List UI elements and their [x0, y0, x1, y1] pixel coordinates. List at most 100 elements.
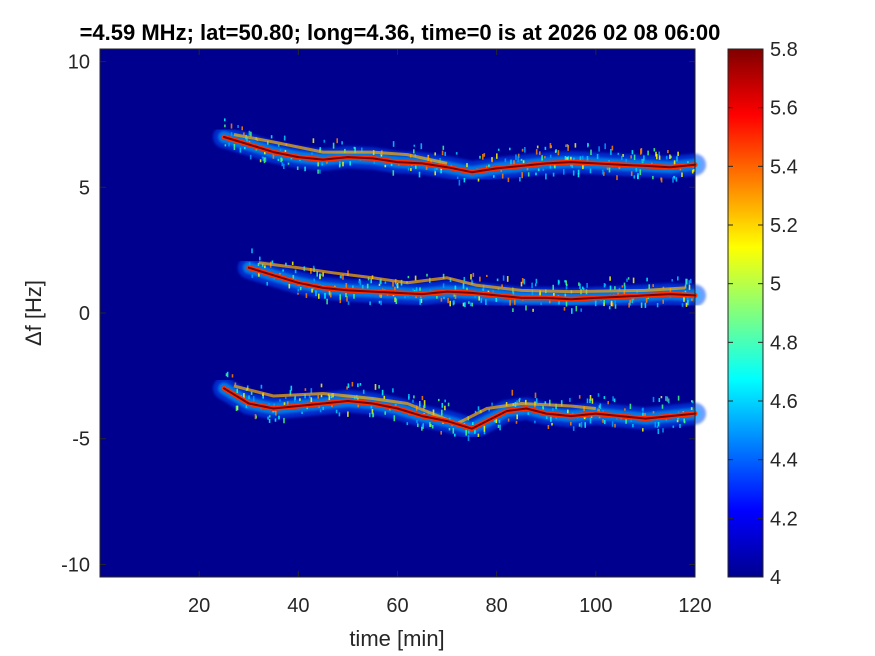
noise-speckle: [458, 179, 461, 186]
noise-speckle: [555, 149, 557, 153]
noise-speckle: [549, 165, 552, 169]
noise-speckle: [320, 394, 323, 398]
y-tick-label: 0: [79, 303, 90, 325]
noise-speckle: [263, 157, 266, 164]
noise-speckle: [623, 290, 626, 297]
noise-speckle: [442, 273, 445, 279]
x-tick-label: 40: [287, 595, 309, 617]
noise-speckle: [434, 152, 436, 156]
x-tick-label: 60: [386, 595, 408, 617]
noise-speckle: [686, 278, 688, 285]
noise-speckle: [414, 275, 417, 281]
noise-speckle: [630, 417, 632, 422]
noise-speckle: [369, 412, 371, 418]
noise-speckle: [669, 154, 671, 159]
noise-speckle: [665, 155, 668, 160]
noise-speckle: [609, 276, 611, 281]
noise-speckle: [532, 308, 534, 312]
noise-speckle: [558, 280, 560, 284]
noise-speckle: [509, 299, 511, 306]
noise-speckle: [691, 400, 694, 404]
noise-speckle: [597, 408, 599, 413]
noise-speckle: [557, 150, 560, 156]
colorbar: [727, 48, 764, 578]
trace-secondary: [233, 133, 448, 165]
noise-speckle: [290, 385, 293, 391]
noise-speckle: [317, 162, 319, 167]
noise-speckle: [684, 284, 687, 289]
noise-speckle: [608, 167, 611, 173]
noise-speckle: [395, 298, 398, 305]
noise-speckle: [688, 284, 691, 290]
noise-speckle: [233, 144, 236, 150]
noise-speckle: [250, 391, 253, 395]
noise-speckle: [471, 302, 474, 307]
noise-speckle: [324, 292, 326, 299]
noise-speckle: [679, 424, 681, 429]
noise-speckle: [427, 412, 430, 417]
noise-speckle: [667, 398, 670, 404]
noise-speckle: [520, 158, 523, 161]
noise-speckle: [624, 285, 626, 291]
noise-speckle: [614, 300, 616, 305]
noise-speckle: [252, 396, 255, 402]
noise-speckle: [621, 155, 623, 160]
noise-speckle: [304, 394, 306, 399]
noise-speckle: [629, 403, 632, 409]
noise-speckle: [380, 300, 382, 306]
noise-speckle: [502, 275, 505, 281]
noise-speckle: [589, 168, 592, 174]
noise-speckle: [454, 294, 457, 299]
noise-speckle: [239, 147, 242, 153]
noise-speckle: [359, 383, 362, 386]
noise-speckle: [248, 395, 250, 400]
noise-speckle: [246, 385, 249, 390]
noise-speckle: [652, 284, 654, 287]
noise-speckle: [582, 286, 584, 290]
noise-speckle: [447, 402, 450, 407]
noise-speckle: [243, 393, 245, 398]
noise-speckle: [483, 425, 486, 432]
noise-speckle: [579, 156, 582, 161]
noise-speckle: [669, 287, 672, 294]
x-tick-label: 20: [188, 595, 210, 617]
noise-speckle: [478, 296, 480, 301]
x-tick-label: 80: [486, 595, 508, 617]
noise-speckle: [498, 419, 501, 424]
noise-speckle: [577, 173, 580, 178]
noise-speckle: [660, 177, 662, 181]
noise-speckle: [681, 303, 684, 307]
noise-speckle: [614, 423, 616, 428]
noise-speckle: [517, 153, 520, 159]
y-tick-label: -5: [72, 429, 90, 451]
noise-speckle: [644, 412, 646, 418]
noise-speckle: [491, 157, 493, 162]
noise-speckle: [535, 278, 538, 284]
noise-speckle: [468, 301, 470, 304]
noise-speckle: [563, 307, 566, 311]
noise-speckle: [672, 425, 675, 428]
noise-speckle: [552, 284, 554, 291]
noise-speckle: [442, 283, 445, 288]
noise-speckle: [575, 305, 578, 312]
noise-speckle: [516, 414, 518, 420]
noise-speckle: [320, 383, 323, 388]
noise-speckle: [507, 177, 510, 183]
noise-speckle: [608, 306, 611, 310]
noise-speckle: [635, 168, 638, 172]
noise-speckle: [422, 405, 425, 411]
noise-speckle: [544, 146, 547, 150]
noise-speckle: [687, 299, 689, 306]
noise-speckle: [261, 263, 264, 267]
noise-speckle: [415, 165, 417, 169]
colorbar-tick-label: 4.8: [770, 332, 798, 354]
noise-speckle: [319, 273, 321, 280]
noise-speckle: [487, 290, 490, 293]
noise-speckle: [610, 300, 613, 307]
noise-speckle: [604, 283, 607, 287]
noise-speckle: [440, 431, 442, 435]
noise-speckle: [560, 400, 563, 407]
noise-speckle: [632, 424, 634, 428]
noise-speckle: [370, 278, 372, 284]
